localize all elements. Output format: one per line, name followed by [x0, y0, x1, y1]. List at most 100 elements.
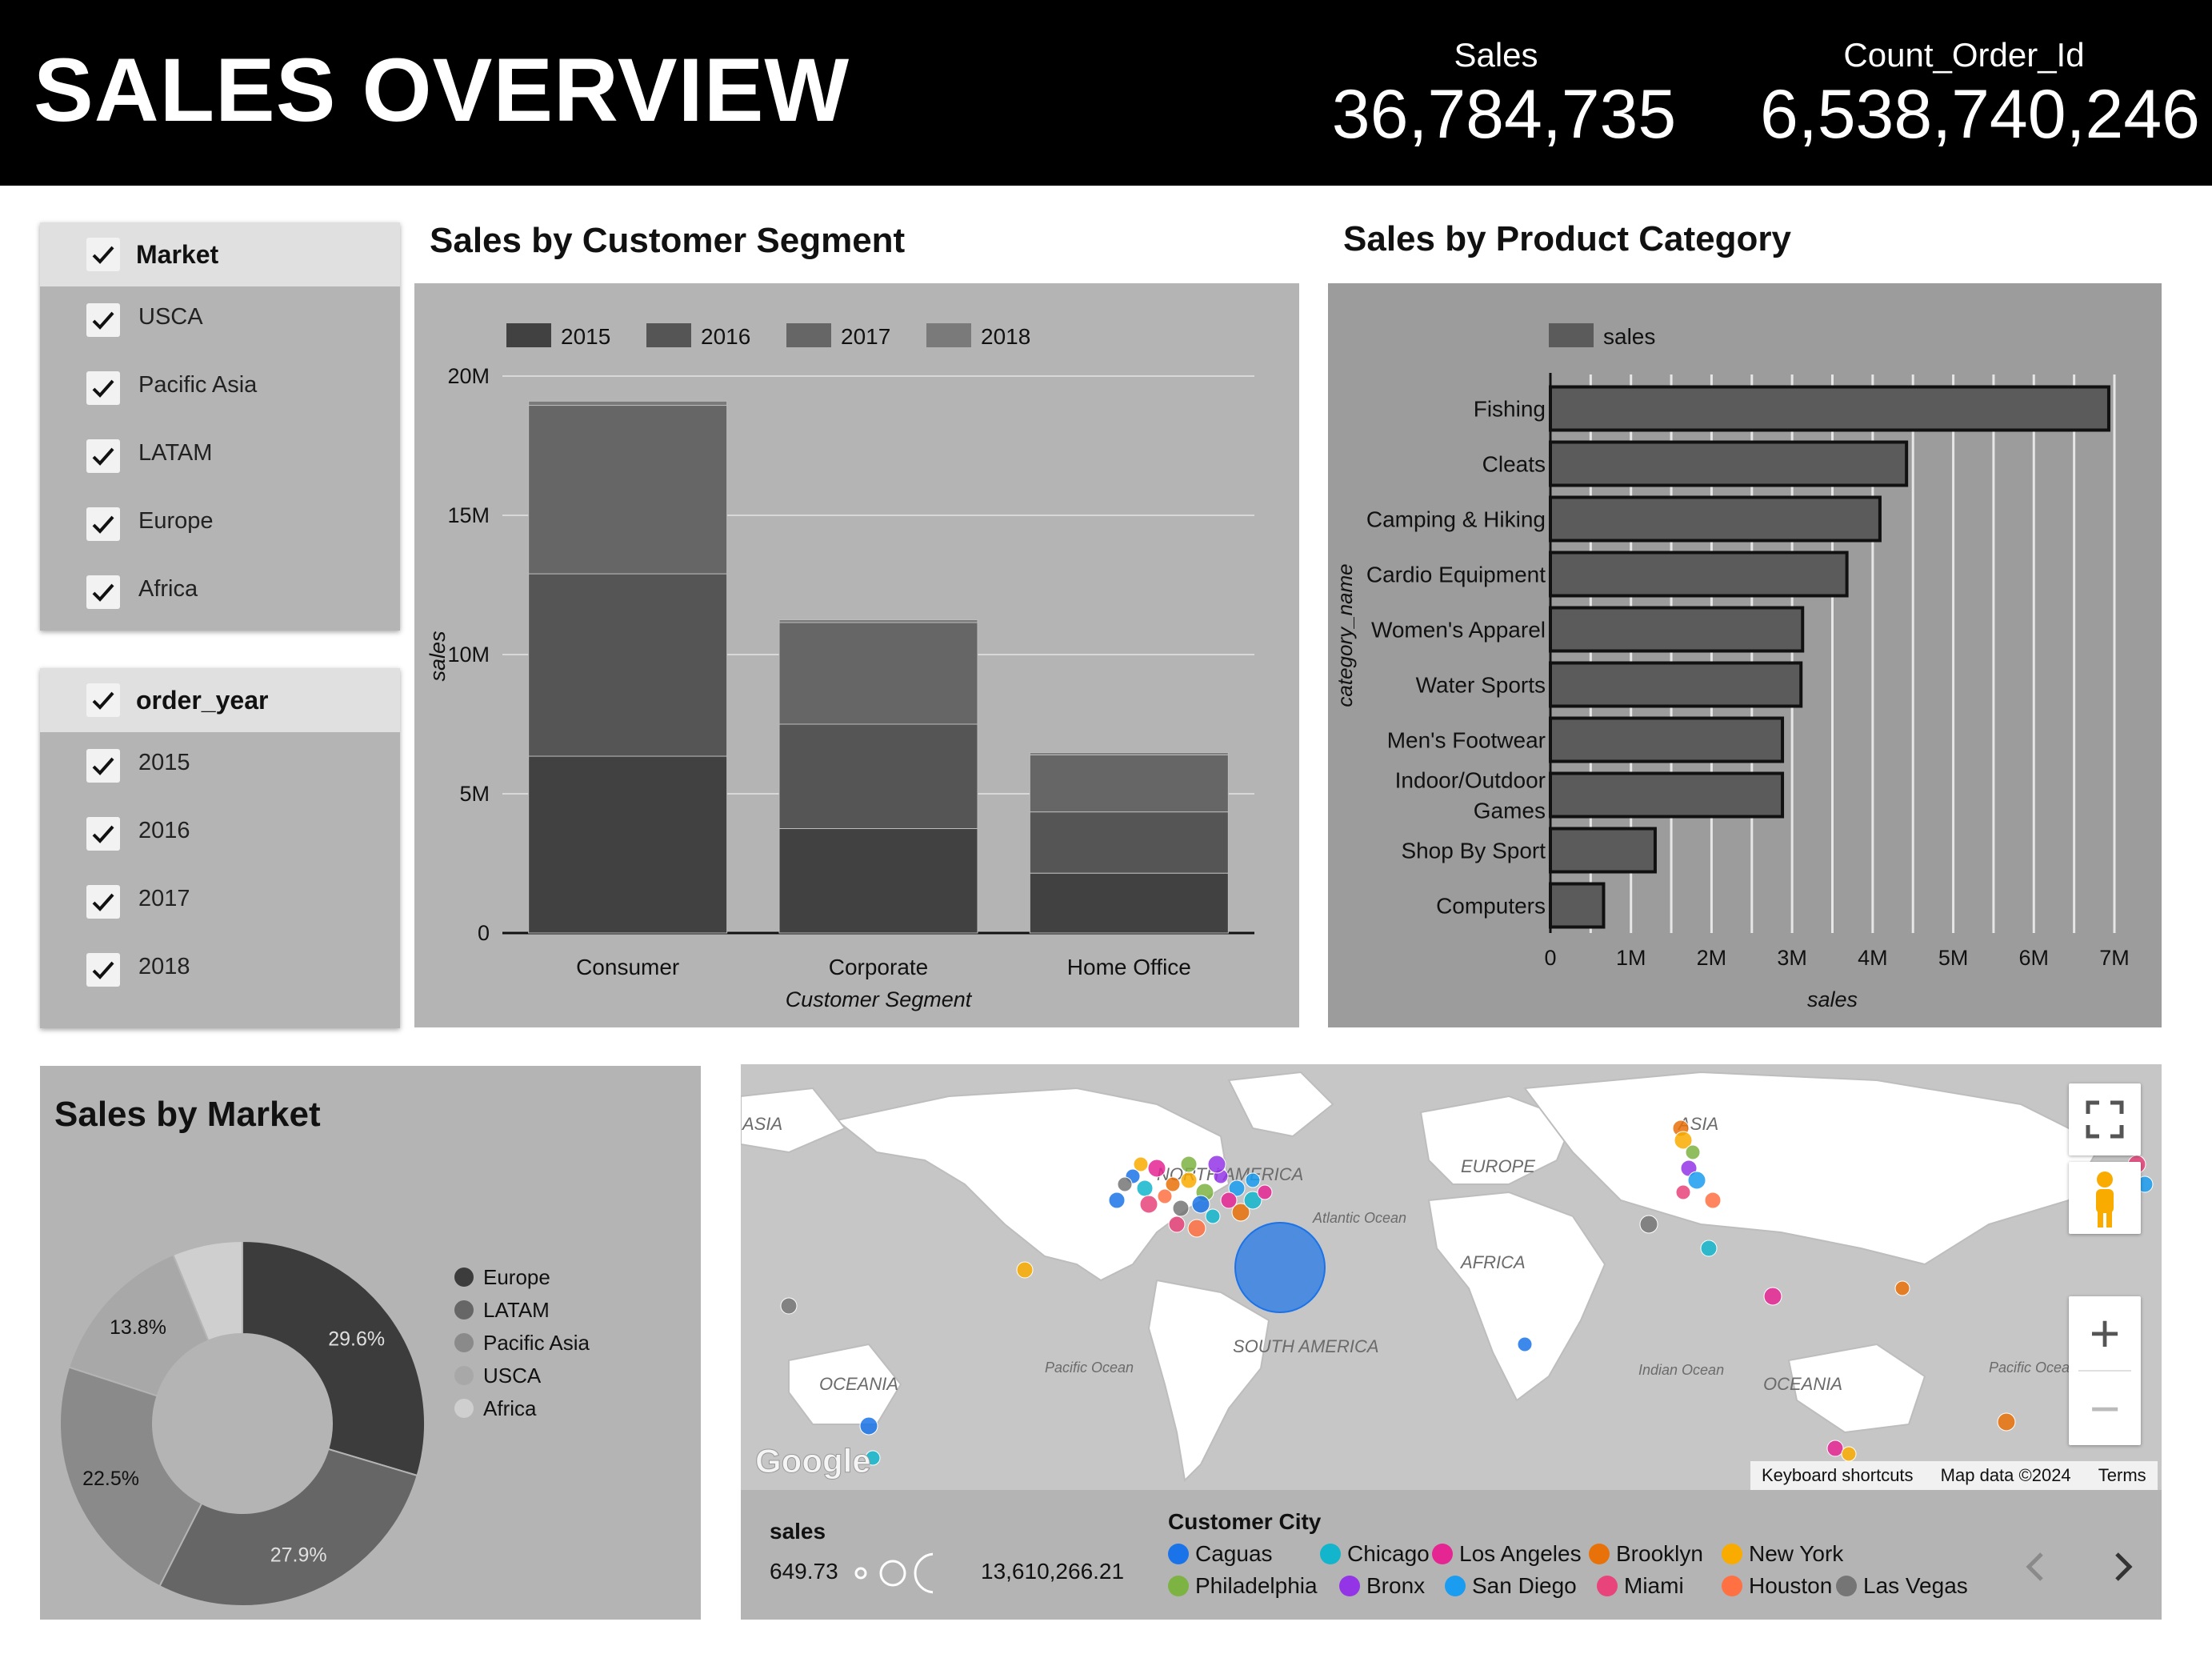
map-label: SOUTH AMERICA [1233, 1336, 1379, 1356]
y-tick-label: Cleats [1482, 452, 1546, 477]
legend-dot [1836, 1576, 1857, 1596]
slice-LATAM [158, 1448, 418, 1607]
terms-link[interactable]: Terms [2098, 1465, 2146, 1485]
keyboard-shortcuts-link[interactable]: Keyboard shortcuts [1762, 1465, 1914, 1485]
map-point [1136, 1179, 1154, 1197]
legend-dot [1445, 1576, 1466, 1596]
map-point [1180, 1155, 1198, 1173]
filter-item-europe[interactable]: Europe [40, 492, 400, 556]
filter-item-usca[interactable]: USCA [40, 288, 400, 352]
map-point [1220, 1191, 1238, 1209]
map-point [1674, 1131, 1693, 1150]
check-icon[interactable] [86, 439, 120, 473]
pegman-icon [2096, 1171, 2114, 1227]
map-data-text: Map data ©2024 [1940, 1465, 2071, 1485]
check-icon[interactable] [86, 749, 120, 783]
filter-item-label: USCA [138, 304, 203, 330]
filter-item-2017[interactable]: 2017 [40, 870, 400, 934]
legend-label-Pacific Asia: Pacific Asia [483, 1331, 590, 1355]
city-legend-list: Caguas Chicago Los Angeles Brooklyn New York… [1168, 1541, 1968, 1613]
filter-item-label: 2015 [138, 750, 190, 775]
filter-item-label: 2017 [138, 886, 190, 911]
check-icon[interactable] [86, 575, 120, 609]
map-point [1147, 1159, 1166, 1178]
city-legend-label: Bronx [1366, 1573, 1426, 1598]
x-tick-label: 0 [1544, 946, 1556, 970]
bar-Indoor/Outdoor Games [1549, 771, 1785, 819]
x-tick-label: 2M [1697, 946, 1727, 970]
check-icon[interactable] [86, 885, 120, 919]
y-tick-label: 0 [478, 921, 490, 945]
filter-item-2015[interactable]: 2015 [40, 734, 400, 798]
map-point [1517, 1336, 1533, 1352]
pegman-button[interactable] [2069, 1162, 2141, 1234]
city-legend-item: New York [1722, 1541, 1843, 1567]
legend-dot [1597, 1576, 1618, 1596]
city-legend-item: Philadelphia [1168, 1573, 1318, 1599]
map-point [1826, 1440, 1844, 1457]
legend-swatch-2016 [646, 323, 691, 347]
map-point [1700, 1239, 1718, 1257]
bar-Corporate-2017 [778, 622, 978, 725]
map-attribution: Keyboard shortcuts Map data ©2024 Terms [1750, 1461, 2158, 1490]
bar-Cleats [1549, 440, 1909, 487]
x-axis-title: sales [1807, 987, 1858, 1011]
x-tick-label: 3M [1777, 946, 1807, 970]
bar-Consumer-2016 [528, 573, 728, 757]
page-title: SALES OVERVIEW [34, 40, 850, 140]
land-north-america [834, 1087, 1230, 1282]
x-tick-label: 6M [2019, 946, 2050, 970]
bar-Water Sports [1549, 661, 1803, 708]
check-icon[interactable] [86, 507, 120, 541]
check-icon[interactable] [86, 817, 120, 851]
bar-Corporate-2018 [778, 619, 978, 623]
bubble-map[interactable]: ASIA NORTH AMERICA EUROPE ASIA Atlantic … [741, 1064, 2162, 1490]
y-tick-label: Men's Footwear [1387, 728, 1546, 753]
map-label: ASIA [741, 1114, 782, 1134]
filter-item-latam[interactable]: LATAM [40, 424, 400, 488]
order-year-filter-header[interactable]: order_year [40, 668, 400, 732]
slice-label: 27.9% [270, 1544, 327, 1567]
y-tick-label: 15M [447, 503, 490, 527]
category-chart: sales Fishing Cleats Camping & Hiking Cardio… [1333, 323, 2130, 1011]
city-legend-item: Caguas [1168, 1541, 1273, 1567]
filter-item-pacific-asia[interactable]: Pacific Asia [40, 356, 400, 420]
chevron-right-icon[interactable] [2099, 1543, 2147, 1591]
size-legend-min: 649.73 [770, 1559, 838, 1584]
filter-item-2016[interactable]: 2016 [40, 802, 400, 866]
map-point [1675, 1184, 1691, 1200]
chevron-left-icon[interactable] [2011, 1543, 2059, 1591]
google-logo: Google [755, 1442, 871, 1480]
map-point [1165, 1176, 1181, 1192]
order-year-filter-label: order_year [136, 686, 269, 715]
x-axis-title: Customer Segment [786, 987, 973, 1011]
legend-dot-LATAM [454, 1300, 474, 1320]
map-point [1117, 1176, 1133, 1192]
map-point [1108, 1191, 1126, 1209]
check-icon[interactable] [86, 303, 120, 337]
city-legend-item: San Diego [1445, 1573, 1577, 1599]
check-icon[interactable] [86, 238, 120, 271]
check-icon[interactable] [86, 683, 120, 717]
map-point [1187, 1219, 1206, 1238]
fullscreen-button[interactable] [2069, 1083, 2141, 1155]
map-point [1157, 1188, 1173, 1204]
slice-Pacific Asia [59, 1366, 203, 1588]
y-tick-label: 10M [447, 643, 490, 667]
check-icon[interactable] [86, 953, 120, 987]
map-point [1168, 1215, 1186, 1233]
filter-item-2018[interactable]: 2018 [40, 938, 400, 1002]
bar-Consumer-2017 [528, 405, 728, 575]
zoom-in-button[interactable]: + [2089, 1304, 2121, 1363]
land-greenland [1227, 1071, 1334, 1138]
city-legend-item: Houston [1722, 1573, 1832, 1599]
segment-chart: 2015 2016 2017 2018 20M 15M 10M 5M 0 Consumer Corp… [426, 323, 1254, 1011]
legend-label-2015: 2015 [561, 324, 610, 349]
filter-item-africa[interactable]: Africa [40, 560, 400, 624]
legend-label-2016: 2016 [701, 324, 750, 349]
market-filter-header[interactable]: Market [40, 222, 400, 286]
zoom-out-button[interactable]: − [2089, 1379, 2121, 1438]
category-chart-title: Sales by Product Category [1343, 219, 1791, 258]
check-icon[interactable] [86, 371, 120, 405]
bar-Home Office-2016 [1029, 811, 1229, 874]
